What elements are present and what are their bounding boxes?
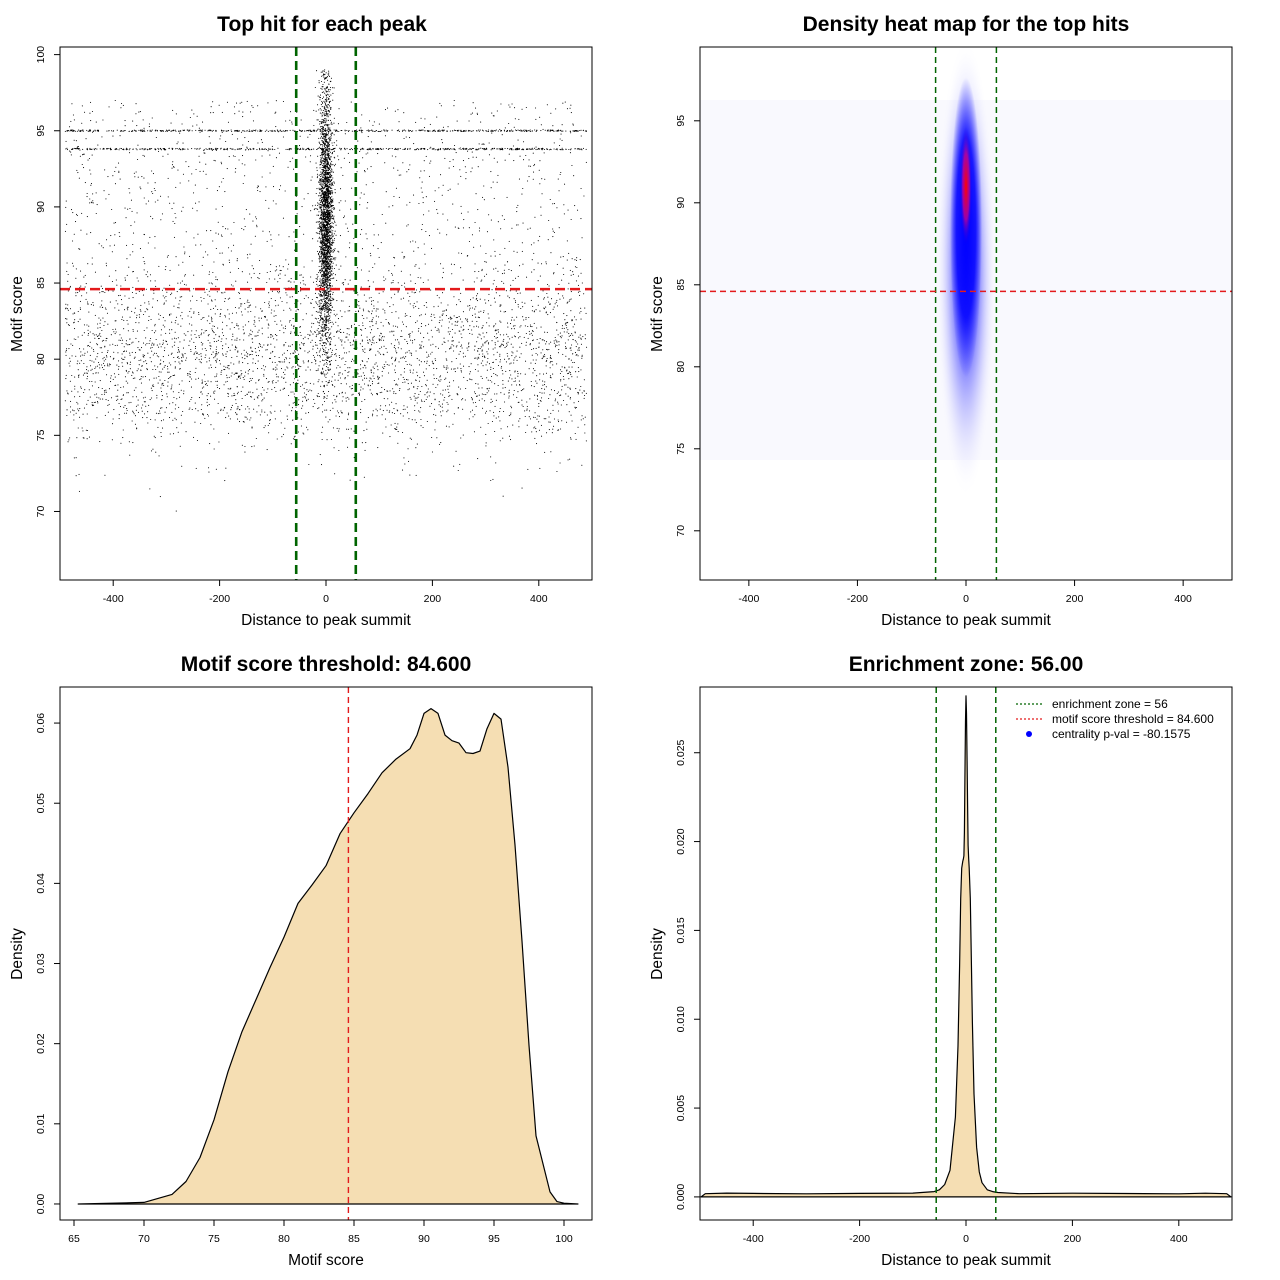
y-tick-label: 0.04 (35, 873, 47, 894)
y-tick-label: 75 (35, 429, 47, 441)
plot-frame (59, 46, 593, 581)
y-axis: 70 75 80 85 90 95 100 (35, 46, 60, 517)
x-tick-label: 65 (68, 1233, 80, 1245)
x-tick-label: 0 (963, 593, 969, 605)
y-tick-label: 0.020 (675, 828, 687, 854)
y-tick-label: 70 (35, 505, 47, 517)
x-tick-label: 80 (278, 1233, 290, 1245)
x-tick-label: -400 (738, 593, 759, 605)
x-tick-label: -200 (847, 593, 868, 605)
y-tick-label: 0.03 (35, 953, 47, 974)
x-tick-label: -200 (849, 1233, 870, 1245)
x-axis: -400 -200 0 200 400 (103, 580, 548, 605)
plot-frame (59, 686, 593, 1221)
y-tick-label: 90 (675, 197, 687, 209)
y-tick-label: 0.015 (675, 917, 687, 943)
y-tick-label: 95 (675, 115, 687, 127)
heatmap-density (700, 47, 1232, 580)
x-tick-label: -200 (209, 593, 230, 605)
y-tick-label: 100 (35, 46, 47, 64)
panel-heatmap: Density heat map for the top hits -400 -2… (649, 13, 1233, 629)
x-tick-label: 100 (555, 1233, 573, 1245)
y-tick-label: 95 (35, 125, 47, 137)
y-tick-label: 0.01 (35, 1113, 47, 1134)
y-tick-label: 70 (675, 525, 687, 537)
x-tick-label: 200 (1066, 593, 1084, 605)
x-tick-label: 200 (1064, 1233, 1082, 1245)
x-tick-label: 400 (1174, 593, 1192, 605)
y-axis: 0.00 0.01 0.02 0.03 0.04 0.05 0.06 (35, 713, 60, 1214)
x-tick-label: 0 (323, 593, 329, 605)
density-peak (960, 126, 972, 247)
x-tick-label: 400 (530, 593, 548, 605)
y-tick-label: 0.05 (35, 793, 47, 814)
x-tick-label: 70 (138, 1233, 150, 1245)
x-axis-label: Motif score (288, 1252, 364, 1269)
y-tick-label: 0.000 (675, 1184, 687, 1210)
x-tick-label: -400 (743, 1233, 764, 1245)
y-axis: 70 75 80 85 90 95 (675, 115, 700, 537)
y-tick-label: 0.010 (675, 1006, 687, 1032)
x-tick-label: 400 (1170, 1233, 1188, 1245)
x-tick-label: 75 (208, 1233, 220, 1245)
y-tick-label: 80 (35, 353, 47, 365)
y-tick-label: 90 (35, 201, 47, 213)
y-axis: 0.000 0.005 0.010 0.015 0.020 0.025 (675, 739, 700, 1210)
density-area (700, 695, 1232, 1198)
y-tick-label: 75 (675, 443, 687, 455)
x-tick-label: 85 (348, 1233, 360, 1245)
x-tick-label: 200 (424, 593, 442, 605)
legend: enrichment zone = 56 motif score thresho… (1016, 697, 1214, 741)
scatter-points (60, 47, 592, 580)
background-points (64, 99, 588, 512)
y-tick-label: 0.00 (35, 1194, 47, 1215)
x-axis: -400 -200 0 200 400 (743, 1220, 1188, 1245)
density-area (77, 708, 579, 1205)
y-axis-label: Density (9, 928, 26, 980)
x-axis: 65 70 75 80 85 90 95 100 (68, 1220, 573, 1245)
x-axis-label: Distance to peak summit (881, 612, 1051, 629)
x-tick-label: 95 (488, 1233, 500, 1245)
panel-distance-density: Enrichment zone: 56.00 -400 -200 0 200 400 0… (649, 653, 1233, 1269)
y-axis-label: Motif score (649, 276, 666, 352)
x-tick-label: -400 (103, 593, 124, 605)
chart-title: Top hit for each peak (217, 13, 427, 36)
central-cluster-points (314, 69, 338, 441)
legend-entry-threshold: motif score threshold = 84.600 (1052, 712, 1214, 726)
panel-score-density: Motif score threshold: 84.600 65 70 75 80 85… (9, 653, 593, 1269)
y-tick-label: 0.02 (35, 1033, 47, 1054)
chart-title: Enrichment zone: 56.00 (849, 653, 1084, 676)
x-axis: -400 -200 0 200 400 (738, 580, 1192, 605)
x-axis-label: Distance to peak summit (881, 1252, 1051, 1269)
y-tick-label: 0.06 (35, 713, 47, 734)
chart-title: Motif score threshold: 84.600 (181, 653, 472, 676)
y-tick-label: 85 (675, 279, 687, 291)
y-tick-label: 85 (35, 277, 47, 289)
legend-swatch-pval (1026, 731, 1032, 737)
x-tick-label: 0 (963, 1233, 969, 1245)
y-axis-label: Motif score (9, 276, 26, 352)
panel-scatter: Top hit for each peak -400 -200 0 200 400 70… (9, 13, 593, 629)
legend-entry-enrichment: enrichment zone = 56 (1052, 697, 1168, 711)
y-tick-label: 0.005 (675, 1095, 687, 1121)
y-axis-label: Density (649, 928, 666, 980)
x-tick-label: 90 (418, 1233, 430, 1245)
y-tick-label: 80 (675, 361, 687, 373)
chart-title: Density heat map for the top hits (803, 13, 1130, 36)
legend-entry-pval: centrality p-val = -80.1575 (1052, 727, 1191, 741)
y-tick-label: 0.025 (675, 739, 687, 765)
x-axis-label: Distance to peak summit (241, 612, 411, 629)
